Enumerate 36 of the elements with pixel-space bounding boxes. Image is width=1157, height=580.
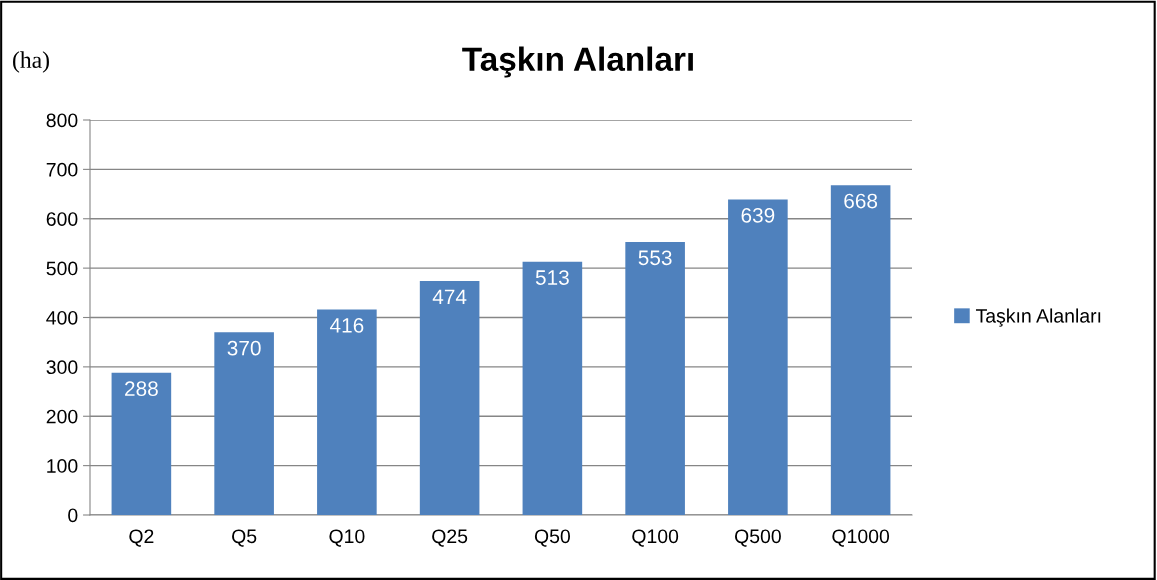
y-tick-label: 200 [46, 409, 78, 424]
x-tick-label: Q2 [129, 529, 154, 547]
x-tick-label: Q1000 [832, 529, 890, 547]
data-label: 513 [535, 270, 569, 285]
bar [419, 280, 480, 515]
y-tick-label: 100 [47, 459, 78, 473]
bar [214, 332, 274, 515]
x-tick-label: Q50 [534, 529, 570, 547]
bar [111, 372, 172, 515]
chart-title: Taşkın Alanları [462, 46, 693, 78]
x-tick-label: Q10 [329, 529, 365, 547]
y-tick-label: 0 [68, 508, 78, 523]
legend-label: Taşkın Alanları [975, 308, 1101, 327]
bar [728, 199, 788, 515]
data-label: 416 [329, 318, 364, 333]
y-tick-label: 600 [46, 212, 78, 226]
y-tick-label: 400 [46, 310, 78, 325]
x-tick-label: Q5 [232, 529, 257, 547]
y-tick-label: 700 [46, 162, 78, 177]
data-label: 668 [844, 193, 878, 209]
x-tick-label: Q25 [432, 529, 468, 547]
bar [522, 261, 583, 515]
data-label: 370 [227, 340, 261, 356]
bar [317, 309, 377, 515]
y-tick-label: 500 [46, 261, 78, 276]
y-tick-label: 800 [46, 113, 78, 128]
x-tick-label: Q500 [735, 529, 781, 547]
data-label: 553 [638, 250, 672, 266]
y-axis-title: (ha) [13, 51, 49, 73]
bar [625, 241, 685, 515]
bar [830, 185, 891, 515]
x-tick-label: Q100 [632, 529, 679, 547]
y-tick-label: 300 [46, 360, 78, 375]
data-label: 474 [432, 289, 467, 304]
data-label: 288 [125, 381, 158, 396]
data-label: 639 [741, 207, 775, 223]
